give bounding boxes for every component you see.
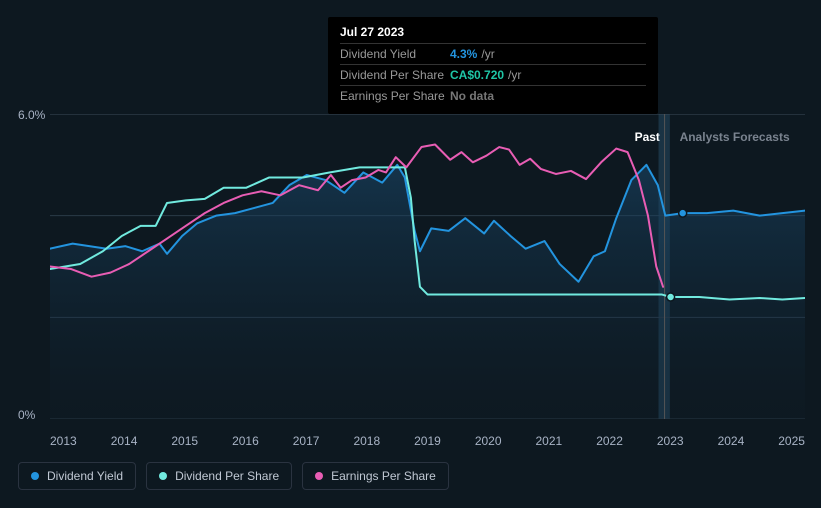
tooltip-row: Earnings Per ShareNo data: [340, 85, 646, 106]
x-axis-tick: 2019: [414, 434, 441, 448]
legend-dot-icon: [159, 472, 167, 480]
x-axis-tick: 2015: [171, 434, 198, 448]
x-axis-tick: 2013: [50, 434, 77, 448]
legend-item[interactable]: Dividend Per Share: [146, 462, 292, 490]
chart-legend: Dividend Yield Dividend Per Share Earnings…: [18, 462, 449, 490]
x-axis-labels: 2013 2014 2015 2016 2017 2018 2019 2020 2021 2022…: [50, 434, 805, 448]
dividend-chart: Jul 27 2023 Dividend Yield4.3%/yrDividen…: [0, 0, 821, 508]
x-axis-tick: 2025: [778, 434, 805, 448]
legend-label: Dividend Yield: [47, 469, 123, 483]
chart-plot-area[interactable]: [50, 114, 805, 419]
chart-tooltip: Jul 27 2023 Dividend Yield4.3%/yrDividen…: [328, 17, 658, 114]
x-axis-tick: 2017: [293, 434, 320, 448]
x-axis-tick: 2018: [353, 434, 380, 448]
tooltip-row-label: Earnings Per Share: [340, 89, 450, 103]
legend-item[interactable]: Dividend Yield: [18, 462, 136, 490]
x-axis-tick: 2022: [596, 434, 623, 448]
tooltip-row-label: Dividend Per Share: [340, 68, 450, 82]
tooltip-row-unit: /yr: [508, 68, 521, 82]
y-axis-max-label: 6.0%: [18, 108, 45, 122]
tooltip-row-value: 4.3%: [450, 47, 477, 61]
x-axis-tick: 2016: [232, 434, 259, 448]
tooltip-row-label: Dividend Yield: [340, 47, 450, 61]
tooltip-date: Jul 27 2023: [340, 25, 646, 39]
legend-label: Earnings Per Share: [331, 469, 436, 483]
legend-label: Dividend Per Share: [175, 469, 279, 483]
x-axis-tick: 2014: [111, 434, 138, 448]
tooltip-row-value: No data: [450, 89, 494, 103]
x-axis-tick: 2021: [536, 434, 563, 448]
tooltip-row-value: CA$0.720: [450, 68, 504, 82]
legend-item[interactable]: Earnings Per Share: [302, 462, 449, 490]
legend-dot-icon: [315, 472, 323, 480]
x-axis-tick: 2024: [718, 434, 745, 448]
x-axis-tick: 2020: [475, 434, 502, 448]
tooltip-row: Dividend Per ShareCA$0.720/yr: [340, 64, 646, 85]
x-axis-tick: 2023: [657, 434, 684, 448]
legend-dot-icon: [31, 472, 39, 480]
tooltip-row-unit: /yr: [481, 47, 494, 61]
y-axis-min-label: 0%: [18, 408, 35, 422]
tooltip-row: Dividend Yield4.3% /yr: [340, 43, 646, 64]
